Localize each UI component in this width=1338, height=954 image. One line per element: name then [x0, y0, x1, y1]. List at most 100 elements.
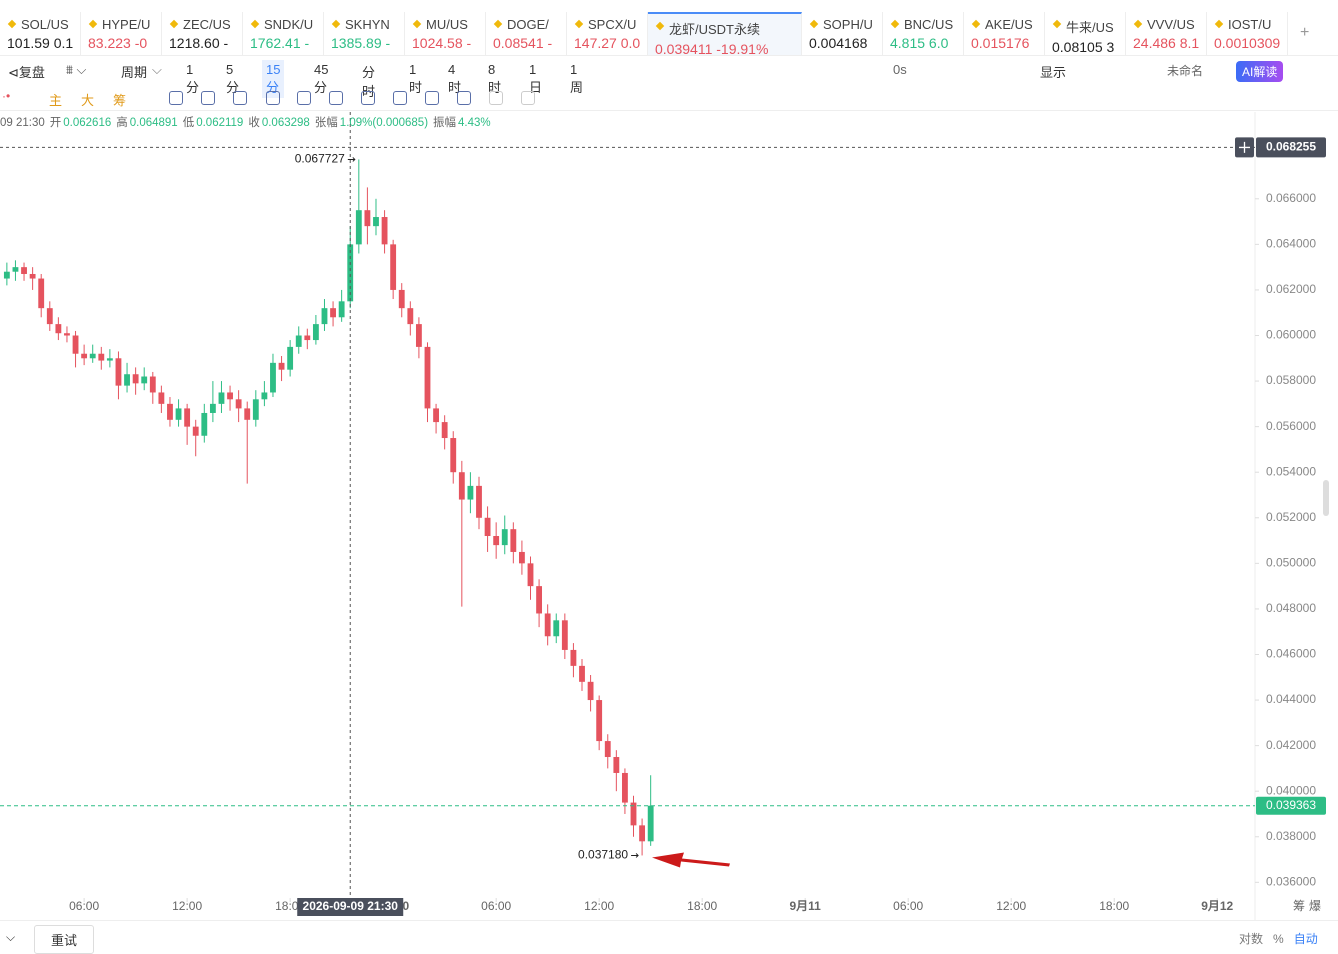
ticker-tab[interactable]: SPCX/U 147.27 0.0 [567, 12, 648, 55]
scroll-handle[interactable] [1323, 480, 1329, 516]
ticker-name: MU/US [412, 17, 485, 32]
timer: 0s [893, 62, 907, 77]
candle-body [235, 399, 242, 409]
candle-body [587, 681, 594, 701]
ticker-tab[interactable]: SOL/US 101.59 0.1 [0, 12, 81, 55]
crosshair-price-label: 0.068255 [1266, 140, 1316, 154]
candle-body [192, 426, 199, 436]
ticker-name: VVV/US [1133, 17, 1206, 32]
ticker-tab[interactable]: SOPH/U 0.004168 [802, 12, 883, 55]
candle-body [158, 392, 165, 404]
collapse[interactable]: ⌵ [6, 930, 16, 944]
info-label: 高 [116, 117, 128, 129]
ticker-quote: 0.08541 - [493, 35, 553, 51]
ticker-tab[interactable]: HYPE/U 83.223 -0 [81, 12, 162, 55]
display-button[interactable]: 显示 [1040, 65, 1067, 80]
interval-button[interactable]: 1周 [570, 62, 584, 95]
ticker-tab[interactable]: ZEC/US 1218.60 - [162, 12, 243, 55]
ticker-tab[interactable]: 龙虾/USDT永续 0.039411 -19.91% [648, 12, 802, 55]
ticker-quote: 1385.89 - [331, 35, 391, 51]
x-tick-label: 18:00 [1099, 899, 1129, 913]
candle-body [364, 210, 371, 227]
interval-button[interactable]: 分时 [362, 65, 376, 99]
ticker-tab[interactable]: 牛来/US 0.08105 3 [1045, 12, 1126, 55]
candle-body [476, 485, 482, 518]
candle-body [544, 613, 551, 637]
tool-icon[interactable] [361, 91, 375, 105]
replay-button[interactable]: ⊲复盘 [8, 65, 45, 80]
candle-body [561, 620, 568, 650]
crosshair-price-box [1256, 137, 1326, 158]
ticker-tab[interactable]: IOST/U 0.0010309 [1207, 12, 1288, 55]
indicator-button[interactable]: 主 [49, 93, 63, 108]
chart: 0.036000 0.038000 0.040000 0.042000 0.044000… [0, 112, 1329, 920]
x-tick-label: 06:00 [893, 899, 923, 913]
info-value: 1.09%(0.000685) [339, 117, 429, 129]
y-tick-label: 0.052000 [1266, 510, 1316, 524]
period-button[interactable]: 周期 [121, 65, 148, 80]
y-tick-label: 0.062000 [1266, 282, 1316, 296]
retry-button[interactable]: 重试 [34, 925, 95, 954]
ticker-tab[interactable]: BNC/US 4.815 6.0 [883, 12, 964, 55]
y-tick-label: 0.044000 [1266, 692, 1316, 706]
tool-icon[interactable] [393, 91, 407, 105]
candle-body [570, 649, 577, 666]
interval-button[interactable]: 1分 [186, 62, 200, 95]
last-price-label: 0.039363 [1266, 798, 1316, 812]
candle-body [647, 805, 654, 842]
candle-body [613, 757, 620, 773]
candle-body [424, 346, 431, 409]
indicator-button[interactable]: 筹 [113, 93, 127, 108]
dot-icon: ·• [2, 89, 11, 103]
tool-icon[interactable] [329, 91, 343, 105]
ai-button[interactable]: AI解读 [1236, 61, 1284, 82]
tool-icon[interactable] [489, 91, 503, 105]
tool-icon[interactable] [201, 91, 215, 105]
chart-style[interactable]: ⩩ ⌵ [66, 62, 87, 77]
candle-body [415, 324, 422, 347]
ticker-tab[interactable]: SNDK/U 1762.41 - [243, 12, 324, 55]
candle-body [218, 392, 225, 404]
x-tick-label: 06:00 [69, 899, 99, 913]
candle-body [141, 376, 148, 384]
axis-corner: 筹 [1293, 899, 1305, 913]
ticker-name: SPCX/U [574, 17, 647, 32]
tool-icon[interactable] [233, 91, 247, 105]
ticker-tab[interactable]: MU/US 1024.58 - [405, 12, 486, 55]
scale-option[interactable]: % [1273, 932, 1284, 946]
x-tick-label: 9月12 [1201, 899, 1233, 913]
tool-icon[interactable] [297, 91, 311, 105]
interval-button[interactable]: 45分 [314, 62, 329, 95]
tool-icon[interactable] [169, 91, 183, 105]
candle-body [458, 472, 465, 500]
tool-icon[interactable] [266, 91, 280, 105]
candle-body [510, 529, 517, 552]
ticker-tab[interactable]: DOGE/0.08541 - [486, 12, 567, 55]
candle-body [72, 335, 79, 354]
tool-icon[interactable] [425, 91, 439, 105]
interval-button[interactable]: 1时 [409, 62, 423, 95]
scale-option[interactable]: 自动 [1293, 932, 1318, 946]
ticker-tab[interactable]: VVV/US 24.486 8.1 [1126, 12, 1207, 55]
ticker-quote: 4.815 6.0 [890, 35, 949, 51]
scale-options: 对数% 自动 [1239, 930, 1328, 947]
tool-icon[interactable] [521, 91, 535, 105]
annotation-arrow [652, 852, 730, 868]
ticker-quote: 147.27 0.0 [574, 35, 641, 51]
scale-option[interactable]: 对数 [1239, 932, 1264, 946]
tool-icon[interactable] [457, 91, 471, 105]
ticker-tab[interactable]: AKE/US 0.015176 [964, 12, 1045, 55]
candle-body [244, 408, 251, 420]
candle-body [501, 529, 508, 546]
ticker-tab[interactable]: SKHYN 1385.89 - [324, 12, 405, 55]
indicator-button[interactable]: 大 [81, 93, 95, 108]
ticker-name: SKHYN [331, 17, 404, 32]
y-tick-label: 0.046000 [1266, 647, 1316, 661]
y-tick-label: 0.050000 [1266, 556, 1316, 570]
layout-name[interactable]: 未命名 [1167, 64, 1204, 78]
ticker-name: SNDK/U [250, 17, 323, 32]
y-tick-label: 0.048000 [1266, 601, 1316, 615]
ticker-name: 牛来/US [1052, 17, 1125, 36]
candle-body [604, 741, 611, 758]
high-label: 0.067727 [295, 152, 345, 166]
